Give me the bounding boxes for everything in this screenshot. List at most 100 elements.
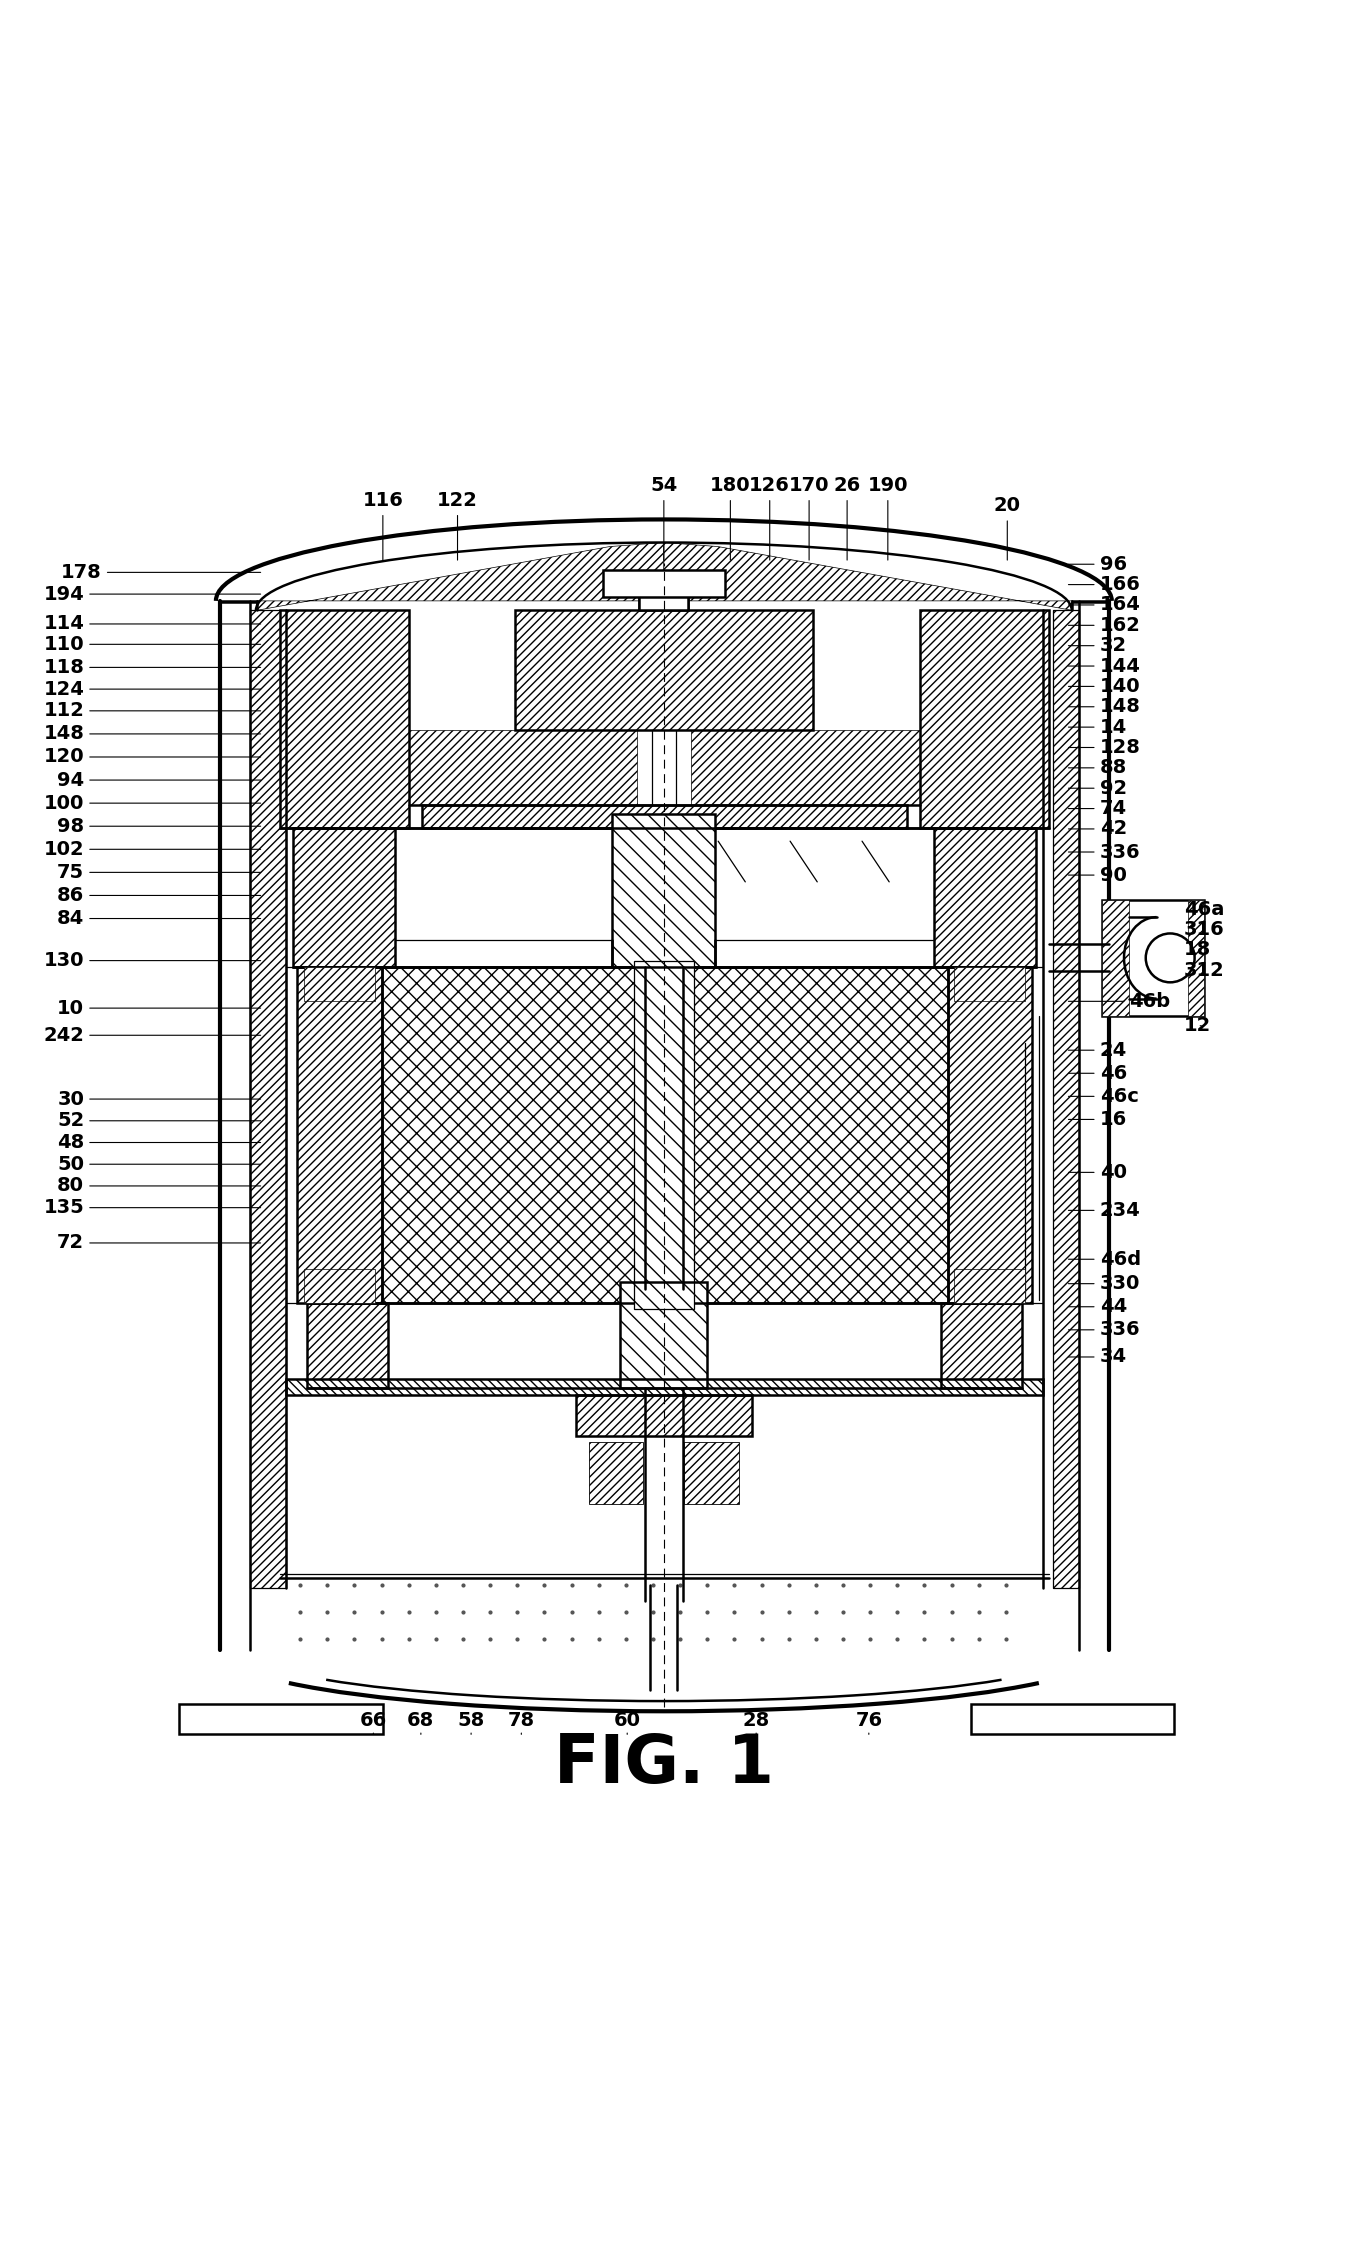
- Text: 34: 34: [1069, 1348, 1127, 1366]
- Text: 12: 12: [1183, 1016, 1210, 1036]
- Text: 140: 140: [1069, 676, 1141, 697]
- Bar: [620, 1283, 707, 1389]
- Text: 26: 26: [834, 476, 860, 560]
- Bar: [409, 730, 637, 804]
- Text: 112: 112: [44, 701, 260, 721]
- Text: 180: 180: [710, 476, 751, 560]
- Text: 46d: 46d: [1069, 1249, 1141, 1270]
- Text: 68: 68: [408, 1712, 435, 1735]
- Text: 84: 84: [57, 910, 260, 928]
- Text: 116: 116: [363, 490, 403, 560]
- Text: 48: 48: [57, 1132, 260, 1153]
- Text: 20: 20: [994, 497, 1021, 560]
- Bar: [954, 1270, 1025, 1303]
- Text: 316: 316: [1183, 919, 1224, 939]
- Text: FIG. 1: FIG. 1: [553, 1730, 774, 1798]
- Bar: [1103, 901, 1204, 1016]
- Bar: [293, 827, 395, 968]
- Text: 30: 30: [57, 1090, 260, 1108]
- Bar: [304, 968, 375, 1002]
- Text: 118: 118: [44, 658, 260, 676]
- Text: 330: 330: [1069, 1274, 1139, 1294]
- Bar: [307, 1303, 388, 1389]
- Text: 148: 148: [44, 724, 260, 744]
- Text: 52: 52: [57, 1112, 260, 1130]
- Text: 120: 120: [44, 748, 260, 766]
- Bar: [297, 968, 382, 1303]
- Text: 72: 72: [57, 1234, 260, 1252]
- Text: 75: 75: [57, 863, 260, 881]
- Text: 18: 18: [1183, 939, 1210, 959]
- Polygon shape: [249, 611, 286, 1589]
- Bar: [612, 813, 716, 968]
- Text: 46b: 46b: [1069, 991, 1171, 1011]
- Text: 100: 100: [44, 793, 260, 813]
- Bar: [691, 968, 947, 1303]
- Text: 135: 135: [44, 1198, 260, 1218]
- Text: 144: 144: [1069, 656, 1141, 676]
- Text: 178: 178: [61, 564, 260, 582]
- Text: 128: 128: [1069, 737, 1141, 757]
- Bar: [589, 1443, 643, 1503]
- Text: 80: 80: [57, 1177, 260, 1195]
- Bar: [515, 611, 814, 730]
- Bar: [934, 827, 1036, 968]
- Bar: [639, 577, 688, 611]
- Text: 130: 130: [44, 950, 260, 971]
- Text: 10: 10: [57, 998, 260, 1018]
- Text: 28: 28: [743, 1712, 770, 1735]
- Text: 90: 90: [1069, 865, 1126, 885]
- Text: 14: 14: [1069, 717, 1127, 737]
- Bar: [920, 611, 1050, 827]
- Text: 92: 92: [1069, 780, 1127, 798]
- Bar: [634, 962, 694, 1310]
- Text: 336: 336: [1069, 843, 1141, 861]
- Text: 24: 24: [1069, 1040, 1127, 1061]
- Bar: [947, 968, 1032, 1303]
- Circle shape: [1146, 933, 1194, 982]
- Bar: [575, 1395, 752, 1436]
- Bar: [286, 1380, 1043, 1395]
- Bar: [940, 1303, 1022, 1389]
- Bar: [382, 968, 637, 1303]
- Bar: [304, 1270, 375, 1303]
- Text: 336: 336: [1069, 1321, 1141, 1339]
- Bar: [934, 827, 1036, 968]
- Bar: [691, 968, 947, 1303]
- Text: 98: 98: [57, 816, 260, 836]
- Text: 102: 102: [44, 840, 260, 858]
- Text: 164: 164: [1069, 595, 1141, 613]
- Text: 16: 16: [1069, 1110, 1127, 1128]
- Bar: [307, 1303, 388, 1389]
- Bar: [1103, 901, 1130, 1016]
- Bar: [612, 813, 716, 968]
- Bar: [249, 611, 286, 1589]
- Text: 58: 58: [458, 1712, 485, 1735]
- Text: 124: 124: [44, 679, 260, 699]
- Text: 46: 46: [1069, 1063, 1127, 1083]
- Text: 194: 194: [44, 584, 260, 604]
- Bar: [920, 611, 1050, 827]
- Bar: [297, 968, 382, 1303]
- Bar: [575, 1395, 752, 1436]
- Text: 88: 88: [1069, 757, 1127, 777]
- Bar: [286, 1380, 1043, 1395]
- Bar: [684, 1443, 739, 1503]
- Text: 46a: 46a: [1183, 899, 1224, 919]
- Text: 46c: 46c: [1069, 1088, 1138, 1106]
- Text: 32: 32: [1069, 636, 1127, 656]
- Bar: [279, 611, 409, 827]
- Bar: [940, 1303, 1022, 1389]
- Text: 122: 122: [438, 490, 478, 560]
- Text: 40: 40: [1069, 1164, 1127, 1182]
- Bar: [382, 968, 637, 1303]
- Bar: [515, 611, 814, 730]
- Text: 74: 74: [1069, 800, 1127, 818]
- Bar: [1054, 611, 1079, 1589]
- Text: 110: 110: [44, 636, 260, 654]
- Bar: [691, 730, 920, 804]
- Text: 312: 312: [1183, 962, 1224, 980]
- Bar: [947, 968, 1032, 1303]
- Bar: [620, 1283, 707, 1389]
- Polygon shape: [1054, 611, 1079, 1589]
